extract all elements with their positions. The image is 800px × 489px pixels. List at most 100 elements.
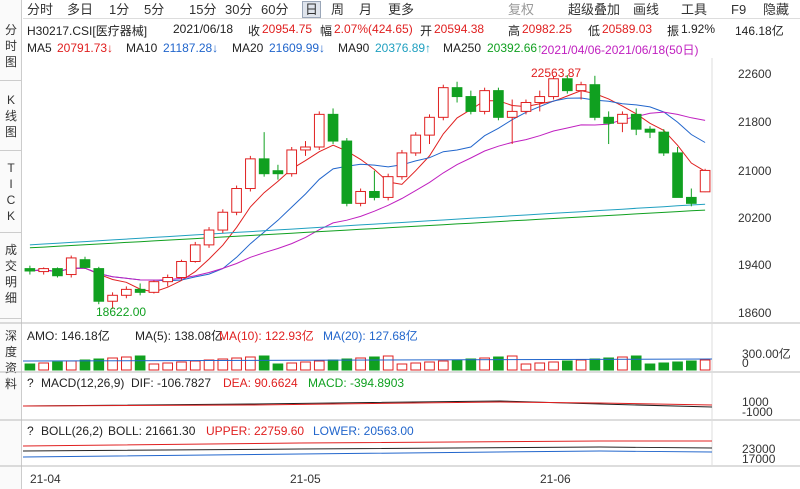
ma20-value: 21609.99↓: [269, 41, 326, 55]
ma10-value: 21187.28↓: [163, 41, 219, 55]
candle-body: [603, 116, 614, 124]
macd-dif-line: [22, 400, 713, 408]
boll-help-icon[interactable]: ?: [27, 424, 34, 438]
period-60min[interactable]: 60分: [261, 2, 289, 17]
quote-date: 2021/06/18: [173, 22, 234, 36]
candle-body: [520, 101, 532, 112]
amo-value: AMO: 146.18亿: [27, 329, 110, 343]
hide-button[interactable]: 隐藏: [763, 2, 790, 17]
sidebar-divider: [0, 232, 22, 233]
candle-body: [245, 158, 256, 190]
candle-body: [630, 113, 642, 130]
volume-bar: [24, 363, 36, 371]
volume-bar: [217, 358, 229, 371]
low-annotation: 18622.00: [96, 305, 147, 319]
candle-body: [286, 149, 298, 175]
amo-legend: AMO: 146.18亿 MA(5): 138.08亿 MA(10): 122.…: [23, 327, 800, 343]
ma5-value: 20791.73↓: [57, 41, 114, 55]
ma10-line: [29, 97, 706, 282]
boll-mid: BOLL: 21661.30: [108, 424, 196, 438]
volume-bar: [341, 358, 353, 371]
tools-button[interactable]: 工具: [681, 2, 708, 17]
period-week[interactable]: 周: [331, 2, 345, 17]
candle-body: [548, 78, 559, 98]
candle-body: [148, 281, 160, 293]
f9-button[interactable]: F9: [731, 2, 747, 17]
period-minute[interactable]: 分时: [27, 2, 54, 17]
volume-bar: [300, 361, 311, 371]
period-5min[interactable]: 5分: [144, 2, 165, 17]
period-30min[interactable]: 30分: [225, 2, 253, 17]
ma-legend: MA5 20791.73↓ MA10 21187.28↓ MA20 21609.…: [23, 40, 800, 57]
amo-ma10: MA(10): 122.93亿: [219, 329, 314, 343]
price-tick: 19400: [738, 258, 772, 272]
volume-bar: [38, 362, 49, 371]
candle-body: [589, 84, 601, 118]
volume-bar: [286, 362, 298, 371]
volume-bar: [506, 355, 518, 371]
candle-body: [424, 116, 435, 136]
amo-axis-top: 300.00亿: [742, 347, 791, 361]
candle-body: [465, 96, 477, 112]
period-day[interactable]: 日: [302, 1, 322, 18]
amo-ma20: MA(20): 127.68亿: [323, 329, 418, 343]
candle-body: [561, 78, 573, 92]
volume-bar: [258, 355, 270, 371]
adjust-button[interactable]: 复权: [508, 2, 535, 17]
volume-bar: [382, 355, 394, 371]
period-more[interactable]: 更多: [388, 2, 415, 17]
candle-body: [231, 188, 242, 213]
volume-bar: [644, 363, 656, 371]
sidebar-tab-trade-detail[interactable]: 成交明细: [4, 243, 17, 305]
candle-body: [258, 158, 270, 175]
candle-body: [341, 140, 353, 204]
sidebar-tab-minute-chart[interactable]: 分时图: [4, 23, 17, 69]
quote-info-bar: H30217.CSI[医疗器械] 2021/06/18 收 20954.75 幅…: [23, 20, 800, 39]
volume-bar: [162, 362, 174, 371]
candle-body: [396, 152, 408, 178]
low-value: 20589.03: [602, 22, 653, 36]
macd-dif: DIF: -106.7827: [131, 376, 212, 390]
candle-body: [382, 176, 394, 198]
candle-body: [121, 288, 132, 296]
candle-body: [672, 152, 683, 198]
boll-axis-bot: 17000: [742, 452, 776, 466]
volume-bar: [245, 356, 256, 371]
volume-bar: [465, 358, 477, 371]
period-month[interactable]: 月: [359, 2, 373, 17]
volume-bar: [437, 360, 449, 371]
ma90-label: MA90: [338, 41, 370, 55]
high-value: 20982.25: [522, 22, 573, 36]
draw-line-button[interactable]: 画线: [633, 2, 660, 17]
period-multi-day[interactable]: 多日: [67, 2, 94, 17]
price-tick: 21800: [738, 115, 772, 129]
high-annotation: 22563.87: [531, 66, 582, 80]
period-1min[interactable]: 1分: [109, 2, 130, 17]
candle-body: [369, 190, 380, 198]
volume-bar: [327, 359, 339, 371]
boll-upper: UPPER: 22759.60: [206, 424, 305, 438]
volume-bar: [630, 355, 642, 371]
date-tick: 21-05: [290, 472, 321, 486]
candle-body: [644, 128, 656, 133]
candle-body: [176, 260, 187, 279]
sidebar-divider: [0, 318, 22, 319]
volume-bar: [548, 361, 559, 371]
overlay-button[interactable]: 超级叠加: [568, 2, 621, 17]
boll-axis-top: 23000: [742, 442, 776, 456]
volume-bar: [520, 363, 532, 371]
volume-bar: [493, 356, 504, 371]
period-15min[interactable]: 15分: [189, 2, 217, 17]
candle-body: [107, 294, 118, 302]
volume-bar: [93, 358, 105, 371]
amo-axis-zero: 0: [742, 356, 749, 370]
ma90-line: [29, 203, 706, 246]
candle-body: [506, 110, 518, 118]
candle-body: [355, 190, 366, 204]
volume-bar: [176, 361, 187, 371]
ma20-label: MA20: [232, 41, 264, 55]
macd-help-icon[interactable]: ?: [27, 376, 34, 390]
